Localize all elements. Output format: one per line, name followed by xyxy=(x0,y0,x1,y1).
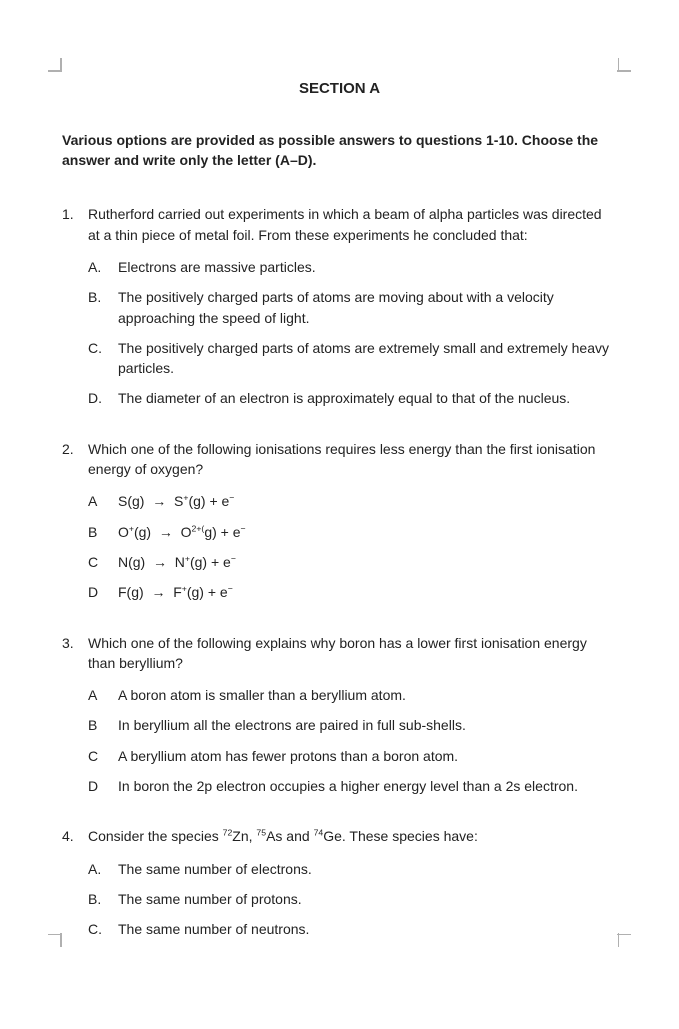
option-text: O+(g) → O2+(g) + e− xyxy=(118,522,617,542)
option-text: The same number of neutrons. xyxy=(118,919,617,939)
option-letter: C xyxy=(88,746,118,766)
option-letter: A xyxy=(88,491,118,511)
option-row: AA boron atom is smaller than a berylliu… xyxy=(88,685,617,705)
option-text: The same number of protons. xyxy=(118,889,617,909)
question-body: Which one of the following ionisations r… xyxy=(88,439,617,603)
crop-mark-top-left xyxy=(48,58,62,72)
option-letter: B. xyxy=(88,889,118,909)
question-number: 3. xyxy=(62,633,88,797)
option-row: A.Electrons are massive particles. xyxy=(88,257,617,277)
option-letter: D xyxy=(88,776,118,796)
section-title: SECTION A xyxy=(62,78,617,100)
question-body: Consider the species 72Zn, 75As and 74Ge… xyxy=(88,826,617,939)
option-letter: C. xyxy=(88,338,118,379)
option-text: F(g) → F+(g) + e− xyxy=(118,582,617,602)
option-text: The diameter of an electron is approxima… xyxy=(118,388,617,408)
option-text: S(g) → S+(g) + e− xyxy=(118,491,617,511)
option-text: N(g) → N+(g) + e− xyxy=(118,552,617,572)
crop-mark-bottom-left xyxy=(48,933,62,947)
crop-mark-top-right xyxy=(617,58,631,72)
question: 3.Which one of the following explains wh… xyxy=(62,633,617,797)
question-body: Rutherford carried out experiments in wh… xyxy=(88,204,617,408)
option-row: CN(g) → N+(g) + e− xyxy=(88,552,617,572)
option-text: The positively charged parts of atoms ar… xyxy=(118,287,617,328)
option-letter: A xyxy=(88,685,118,705)
option-row: B.The same number of protons. xyxy=(88,889,617,909)
option-row: DF(g) → F+(g) + e− xyxy=(88,582,617,602)
option-row: A.The same number of electrons. xyxy=(88,859,617,879)
option-text: In boron the 2p electron occupies a high… xyxy=(118,776,617,796)
page-content: SECTION A Various options are provided a… xyxy=(0,0,679,1029)
option-text: A boron atom is smaller than a beryllium… xyxy=(118,685,617,705)
instructions-text: Various options are provided as possible… xyxy=(62,130,617,171)
question-stem: Rutherford carried out experiments in wh… xyxy=(88,204,617,245)
option-text: In beryllium all the electrons are paire… xyxy=(118,715,617,735)
question-stem: Consider the species 72Zn, 75As and 74Ge… xyxy=(88,826,617,846)
question: 4.Consider the species 72Zn, 75As and 74… xyxy=(62,826,617,939)
option-row: B.The positively charged parts of atoms … xyxy=(88,287,617,328)
question-body: Which one of the following explains why … xyxy=(88,633,617,797)
option-text: The same number of electrons. xyxy=(118,859,617,879)
question-number: 4. xyxy=(62,826,88,939)
option-letter: B xyxy=(88,715,118,735)
question-stem: Which one of the following ionisations r… xyxy=(88,439,617,480)
option-row: C.The same number of neutrons. xyxy=(88,919,617,939)
option-text: The positively charged parts of atoms ar… xyxy=(118,338,617,379)
question-number: 1. xyxy=(62,204,88,408)
option-letter: C. xyxy=(88,919,118,939)
option-row: CA beryllium atom has fewer protons than… xyxy=(88,746,617,766)
questions-list: 1.Rutherford carried out experiments in … xyxy=(62,204,617,939)
question-stem: Which one of the following explains why … xyxy=(88,633,617,674)
option-text: Electrons are massive particles. xyxy=(118,257,617,277)
question-number: 2. xyxy=(62,439,88,603)
option-letter: A. xyxy=(88,257,118,277)
option-row: AS(g) → S+(g) + e− xyxy=(88,491,617,511)
option-row: D.The diameter of an electron is approxi… xyxy=(88,388,617,408)
option-letter: B. xyxy=(88,287,118,328)
option-letter: D. xyxy=(88,388,118,408)
option-letter: B xyxy=(88,522,118,542)
option-letter: A. xyxy=(88,859,118,879)
question: 1.Rutherford carried out experiments in … xyxy=(62,204,617,408)
question: 2.Which one of the following ionisations… xyxy=(62,439,617,603)
crop-mark-bottom-right xyxy=(617,933,631,947)
option-row: BIn beryllium all the electrons are pair… xyxy=(88,715,617,735)
option-letter: D xyxy=(88,582,118,602)
option-row: DIn boron the 2p electron occupies a hig… xyxy=(88,776,617,796)
option-row: BO+(g) → O2+(g) + e− xyxy=(88,522,617,542)
option-text: A beryllium atom has fewer protons than … xyxy=(118,746,617,766)
option-letter: C xyxy=(88,552,118,572)
option-row: C.The positively charged parts of atoms … xyxy=(88,338,617,379)
